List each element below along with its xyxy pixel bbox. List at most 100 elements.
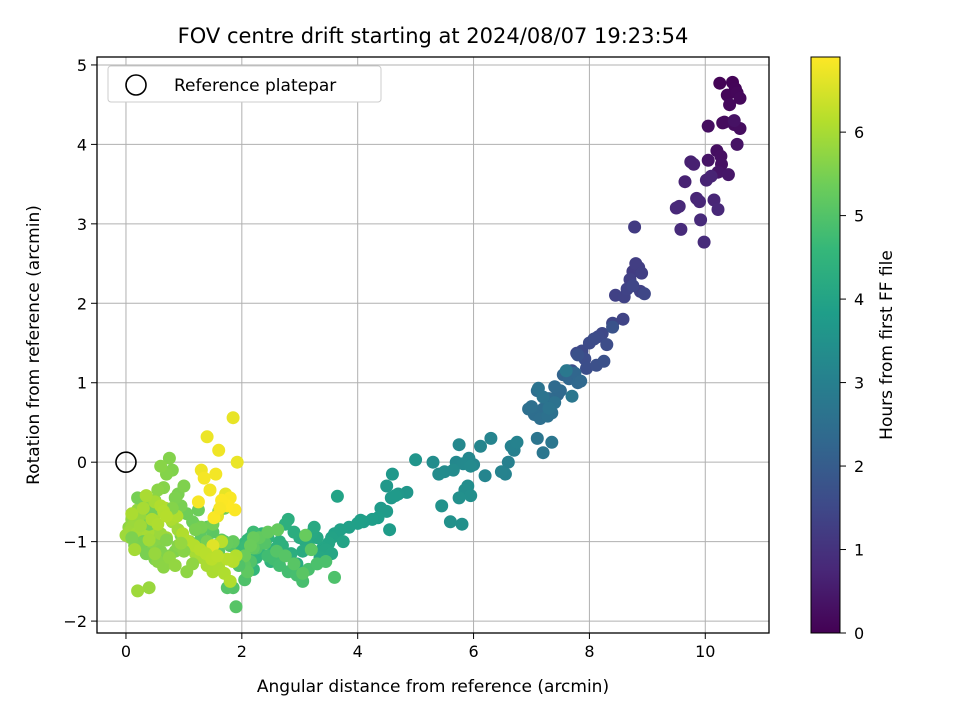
data-point	[693, 195, 706, 209]
data-point	[229, 600, 243, 614]
data-point	[629, 257, 643, 271]
data-point	[230, 455, 244, 469]
data-point	[330, 489, 344, 503]
data-point	[687, 157, 701, 171]
data-point	[191, 495, 205, 509]
data-point	[536, 390, 550, 404]
x-tick-label: 2	[237, 642, 247, 661]
data-point	[694, 213, 708, 227]
data-point	[435, 499, 449, 513]
data-point	[142, 533, 156, 547]
data-point	[711, 203, 725, 216]
data-point	[701, 153, 715, 167]
data-point	[510, 435, 524, 449]
colorbar-tick-label: 4	[854, 290, 864, 309]
chart-title: FOV centre drift starting at 2024/08/07 …	[178, 24, 689, 48]
data-point	[574, 374, 588, 388]
data-point	[571, 348, 585, 362]
data-point	[587, 332, 601, 346]
data-point	[186, 557, 200, 571]
data-point	[723, 98, 737, 112]
data-point	[452, 491, 466, 505]
reference-platepar-marker	[115, 451, 137, 473]
y-tick-label: −1	[63, 533, 87, 552]
data-point	[139, 489, 153, 503]
data-point	[142, 581, 156, 595]
data-point	[545, 435, 559, 449]
data-point	[212, 443, 226, 457]
data-point	[226, 411, 240, 425]
data-point	[452, 438, 466, 452]
colorbar: 0 1 2 3 4 5 6 Hours from first FF file	[810, 56, 897, 643]
colorbar-gradient	[810, 56, 841, 634]
x-tick-label: 0	[121, 642, 131, 661]
data-point	[133, 519, 147, 533]
data-point	[125, 531, 139, 545]
data-point	[727, 114, 741, 128]
data-point	[626, 279, 640, 293]
data-point	[385, 467, 399, 481]
legend: Reference platepar	[107, 65, 382, 103]
data-point	[674, 222, 688, 236]
colorbar-ticks: 0 1 2 3 4 5 6	[840, 123, 864, 643]
y-tick-label: 1	[77, 374, 87, 393]
data-point	[464, 489, 478, 503]
data-point	[580, 361, 593, 375]
data-point	[287, 525, 301, 539]
data-point	[213, 501, 227, 515]
data-point	[678, 175, 692, 189]
data-point	[464, 459, 478, 473]
data-point	[730, 137, 744, 151]
data-point	[432, 467, 446, 481]
x-tick-label: 4	[353, 642, 363, 661]
data-point	[271, 523, 285, 537]
data-point	[128, 543, 142, 557]
data-point	[701, 119, 715, 133]
data-point	[536, 446, 550, 460]
legend-box	[107, 65, 382, 103]
data-point	[174, 536, 188, 550]
data-point	[299, 528, 313, 542]
data-point	[704, 169, 718, 183]
data-point	[287, 557, 301, 571]
y-axis-label: Rotation from reference (arcmin)	[24, 205, 44, 485]
data-point	[131, 584, 145, 598]
y-tick-label: 5	[77, 56, 87, 75]
x-axis-ticks: 0 2 4 6 8 10	[121, 633, 715, 661]
data-point	[319, 555, 333, 568]
data-point	[616, 312, 630, 326]
x-tick-label: 8	[584, 642, 594, 661]
data-point	[154, 459, 168, 473]
data-point	[606, 320, 620, 334]
y-tick-label: 4	[77, 135, 87, 154]
data-point	[168, 559, 182, 572]
colorbar-label: Hours from first FF file	[877, 250, 897, 440]
data-point	[484, 431, 498, 445]
data-point	[261, 525, 275, 539]
data-point	[148, 547, 162, 561]
legend-entry-label: Reference platepar	[174, 76, 336, 96]
data-point	[478, 469, 492, 483]
colorbar-tick-label: 1	[854, 541, 864, 560]
data-point	[220, 552, 234, 566]
colorbar-tick-label: 3	[854, 374, 864, 393]
data-point	[157, 560, 171, 574]
data-point	[151, 483, 165, 497]
data-point	[296, 566, 310, 580]
data-point	[565, 389, 579, 403]
plot-frame	[96, 56, 770, 634]
data-point	[160, 533, 173, 547]
data-point	[168, 491, 182, 505]
data-point	[203, 483, 217, 497]
data-point	[637, 287, 651, 301]
data-point	[160, 509, 173, 523]
data-point	[597, 354, 611, 368]
data-point	[136, 501, 150, 515]
data-point	[669, 201, 683, 215]
data-point	[443, 515, 457, 529]
colorbar-tick-label: 6	[854, 123, 864, 142]
data-point	[501, 455, 515, 469]
data-point	[223, 574, 237, 588]
